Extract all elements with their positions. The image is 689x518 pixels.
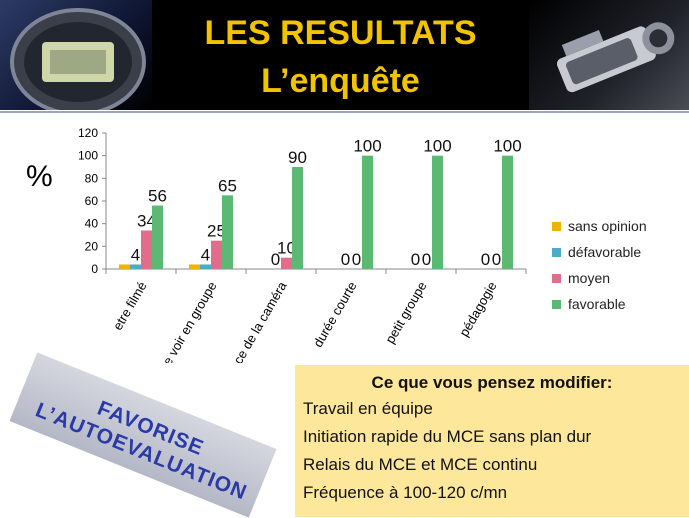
- data-label: 0: [481, 250, 490, 269]
- data-label: 100: [353, 137, 381, 156]
- bar-favorable: [292, 167, 303, 269]
- legend-swatch: [552, 274, 561, 283]
- bar-moyen: [281, 257, 292, 269]
- suggestion-item: Travail en équipe: [303, 399, 433, 418]
- x-tick-label: se voir en groupe: [156, 279, 219, 363]
- data-label: 10: [277, 239, 296, 258]
- data-label: 0: [411, 250, 420, 269]
- bar-sans-opinion: [189, 264, 200, 269]
- y-tick-label: 80: [85, 171, 99, 185]
- title-line1: LES RESULTATS: [204, 14, 477, 52]
- y-tick-label: 60: [85, 194, 99, 208]
- suggestions-title: Ce que vous pensez modifier:: [371, 373, 613, 392]
- bar-moyen: [141, 230, 152, 269]
- suggestion-item: Fréquence à 100-120 c/mn: [303, 483, 508, 502]
- legend-swatch: [552, 222, 561, 231]
- data-label: 100: [493, 137, 521, 156]
- data-label: 90: [288, 148, 307, 167]
- data-label: 0: [492, 250, 501, 269]
- legend-label: favorable: [568, 296, 626, 312]
- video-camera-image: [529, 0, 689, 110]
- x-tick-label: petit groupe: [382, 279, 429, 346]
- legend-swatch: [552, 300, 561, 309]
- bar-favorable: [502, 155, 513, 269]
- data-label: 100: [423, 137, 451, 156]
- stopwatch-image: [0, 0, 152, 110]
- y-tick-label: 20: [85, 239, 99, 253]
- suggestions-box: Ce que vous pensez modifier: Travail en …: [295, 365, 689, 517]
- data-label: 0: [352, 250, 361, 269]
- data-label: 0: [422, 250, 431, 269]
- title-line2: L’enquête: [261, 62, 420, 100]
- legend-swatch: [552, 248, 561, 257]
- y-tick-label: 40: [85, 217, 99, 231]
- bar-favorable: [432, 155, 443, 269]
- bar-favorable: [222, 195, 233, 269]
- bar-défavorable: [200, 264, 211, 269]
- data-label: 56: [148, 187, 167, 206]
- bar-favorable: [362, 155, 373, 269]
- y-tick-label: 100: [78, 149, 98, 163]
- data-label: 0: [271, 250, 280, 269]
- data-label: 4: [131, 245, 140, 264]
- slide-header: LES RESULTATS L’enquête: [0, 0, 689, 110]
- legend-label: défavorable: [568, 244, 642, 260]
- x-tick-label: pédagogie: [456, 279, 499, 339]
- legend-label: moyen: [568, 270, 611, 286]
- data-label: 25: [207, 222, 226, 241]
- y-unit-label: %: [26, 160, 53, 193]
- data-label: 34: [137, 211, 156, 230]
- bar-sans-opinion: [119, 264, 130, 269]
- data-label: 4: [201, 245, 210, 264]
- bar-défavorable: [130, 264, 141, 269]
- y-tick-label: 120: [78, 126, 98, 140]
- data-label: 0: [341, 250, 350, 269]
- x-tick-label: etre filmé: [110, 279, 150, 333]
- suggestion-item: Relais du MCE et MCE continu: [303, 455, 538, 474]
- bar-moyen: [211, 240, 222, 269]
- suggestion-item: Initiation rapide du MCE sans plan dur: [303, 427, 592, 446]
- bar-favorable: [152, 205, 163, 269]
- legend-label: sans opinion: [568, 218, 647, 234]
- x-tick-label: durée courte: [310, 279, 359, 350]
- x-tick-label: pertinence de la caméra: [207, 278, 290, 363]
- y-tick-label: 0: [91, 262, 98, 276]
- data-label: 65: [218, 176, 237, 195]
- header-divider: [0, 111, 689, 113]
